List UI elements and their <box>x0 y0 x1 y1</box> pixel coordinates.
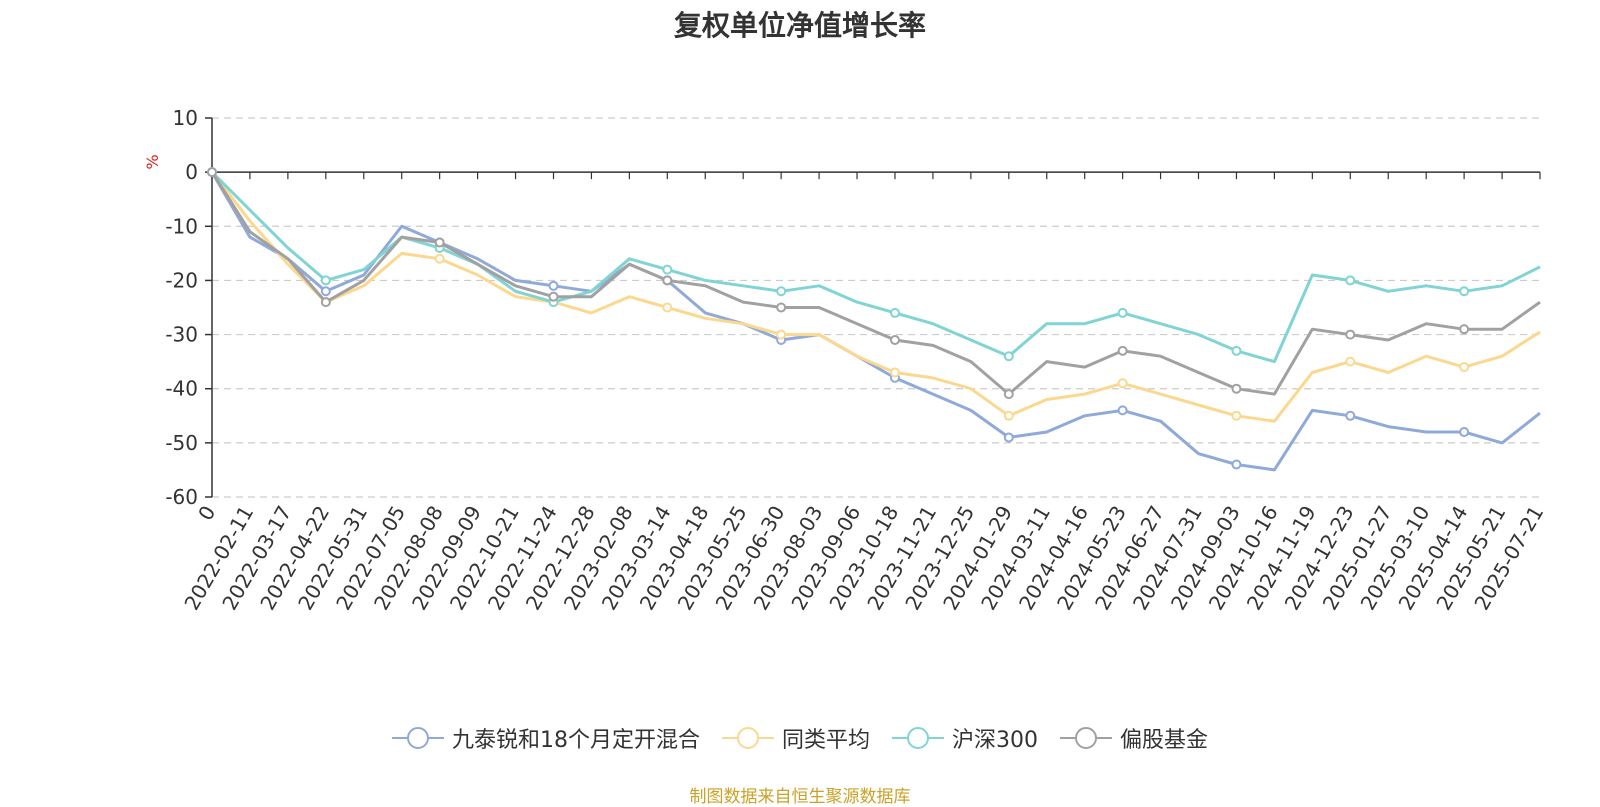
series-0-point-21 <box>1003 432 1014 443</box>
series-0-point-24 <box>1117 405 1128 416</box>
series-line-0 <box>210 171 1541 472</box>
line-chart: 100-10-20-30-40-50-60%02022-02-112022-03… <box>143 106 1548 614</box>
y-tick-label-0: 10 <box>173 106 198 130</box>
series-0-point-9 <box>548 280 559 291</box>
series-2-point-27 <box>1231 345 1242 356</box>
series-2-point-18 <box>889 307 900 318</box>
series-1-point-33 <box>1459 362 1470 373</box>
series-1-point-12 <box>662 302 673 313</box>
series-1-point-6 <box>434 253 445 264</box>
series-3-point-6 <box>434 237 445 248</box>
y-tick-label-1: 0 <box>185 160 198 184</box>
series-2-point-33 <box>1459 286 1470 297</box>
series-0-point-30 <box>1345 410 1356 421</box>
series-0-point-27 <box>1231 459 1242 470</box>
series-3-point-18 <box>889 334 900 345</box>
series-1-point-21 <box>1003 410 1014 421</box>
series-3-point-15 <box>776 302 787 313</box>
series-0-point-3 <box>320 286 331 297</box>
y-tick-label-5: -40 <box>165 377 198 401</box>
series-0-point-33 <box>1459 427 1470 438</box>
legend-label-csi300: 沪深300 <box>952 728 1038 753</box>
series-3-point-21 <box>1003 389 1014 400</box>
legend-swatch-equity-fund <box>1060 726 1112 750</box>
legend-item-csi300[interactable]: 沪深300 <box>892 722 1038 754</box>
legend-label-fund: 九泰锐和18个月定开混合 <box>451 728 700 753</box>
series-3-point-24 <box>1117 345 1128 356</box>
x-tick-label-0: 0 <box>193 502 220 525</box>
legend-swatch-fund <box>391 726 444 750</box>
series-line-1 <box>210 171 1541 423</box>
y-tick-label-3: -20 <box>165 268 198 292</box>
y-axis-label: % <box>143 154 162 169</box>
series-3-point-0 <box>207 167 217 178</box>
series-3-point-30 <box>1345 329 1356 340</box>
series-2-point-12 <box>662 264 673 275</box>
series-1-point-24 <box>1117 378 1128 389</box>
legend-item-category-average[interactable]: 同类平均 <box>721 722 870 754</box>
series-line-3 <box>210 171 1541 396</box>
data-source-note: 制图数据来自恒生聚源数据库 <box>689 787 911 807</box>
series-2-point-21 <box>1003 351 1014 362</box>
series-3-point-27 <box>1231 383 1242 394</box>
y-tick-label-7: -60 <box>165 485 198 509</box>
legend-item-fund[interactable]: 九泰锐和18个月定开混合 <box>391 722 700 754</box>
legend-swatch-category-average <box>721 726 774 750</box>
y-tick-label-4: -30 <box>165 323 198 347</box>
y-tick-label-6: -50 <box>165 431 198 455</box>
series-3-point-3 <box>320 297 331 308</box>
chart-title: 复权单位净值增长率 <box>673 9 926 42</box>
series-1-point-18 <box>889 367 900 378</box>
series-3-point-12 <box>662 275 673 286</box>
legend-label-equity-fund: 偏股基金 <box>1120 728 1209 753</box>
series-2-point-3 <box>320 275 331 286</box>
legend-item-equity-fund[interactable]: 偏股基金 <box>1060 722 1208 754</box>
series-2-point-15 <box>776 286 787 297</box>
y-tick-label-2: -10 <box>165 214 198 238</box>
series-3-point-9 <box>548 291 559 302</box>
legend-label-category-average: 同类平均 <box>781 728 870 753</box>
legend-swatch-csi300 <box>892 726 944 750</box>
series-2-point-24 <box>1117 307 1128 318</box>
series-1-point-27 <box>1231 410 1242 421</box>
series-3-point-33 <box>1459 324 1470 335</box>
series-line-2 <box>210 171 1541 364</box>
series-2-point-30 <box>1345 275 1356 286</box>
chart-legend: 九泰锐和18个月定开混合 同类平均 沪深300 偏股基金 <box>0 722 1600 754</box>
series-1-point-15 <box>776 329 787 340</box>
series-1-point-30 <box>1345 356 1356 367</box>
